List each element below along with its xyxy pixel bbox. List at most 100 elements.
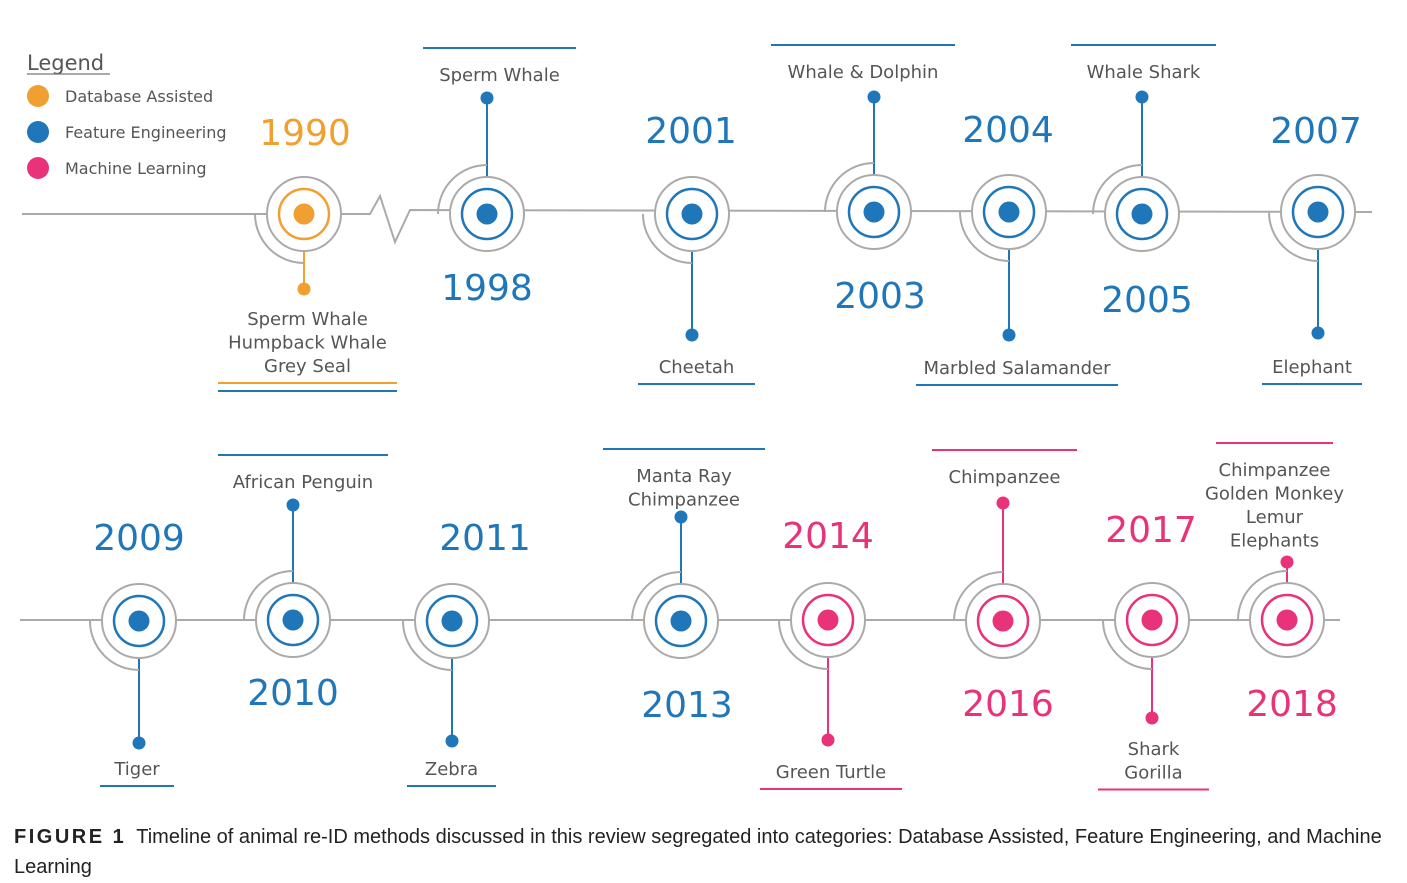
event-outer-arc bbox=[89, 620, 140, 671]
event-outer-arc bbox=[631, 571, 682, 622]
legend-item-label: Feature Engineering bbox=[65, 123, 227, 142]
event-outer-arc bbox=[1268, 211, 1319, 262]
event-animal-label: Cheetah bbox=[659, 357, 735, 378]
event-2013: 2013 Manta Ray Chimpanzee bbox=[603, 448, 765, 726]
event-2001: 2001 Cheetah bbox=[638, 111, 755, 385]
event-animal-label: Tiger bbox=[113, 759, 160, 780]
event-stem-dot bbox=[996, 496, 1010, 510]
event-animal-label: Whale Shark bbox=[1087, 62, 1201, 83]
legend-item-label: Machine Learning bbox=[65, 159, 207, 178]
event-animal-label: Sperm Whale bbox=[247, 309, 368, 330]
event-stem-dot bbox=[1135, 90, 1149, 104]
event-stem-dot bbox=[1145, 711, 1159, 725]
figure-caption-text: Timeline of animal re-ID methods discuss… bbox=[14, 826, 1382, 878]
legend-swatch bbox=[27, 121, 49, 143]
event-year: 2001 bbox=[645, 111, 737, 152]
event-2009: 2009 Tiger bbox=[89, 518, 185, 787]
event-animal-label: Chimpanzee bbox=[628, 490, 740, 511]
event-stem-dot bbox=[821, 733, 835, 747]
event-outer-arc bbox=[642, 213, 693, 264]
timeline-diagram: Legend Database Assisted Feature Engineeri… bbox=[20, 44, 1373, 791]
event-outer-arc bbox=[1237, 570, 1288, 621]
event-node-dot bbox=[998, 201, 1020, 223]
event-stem-dot bbox=[286, 498, 300, 512]
event-outer-arc bbox=[254, 213, 305, 264]
event-node-dot bbox=[1307, 201, 1329, 223]
event-1998: 1998 Sperm Whale bbox=[423, 47, 576, 309]
event-outer-arc bbox=[778, 619, 829, 670]
event-year: 2005 bbox=[1101, 280, 1193, 321]
event-node-dot bbox=[681, 203, 703, 225]
event-outer-arc bbox=[243, 570, 294, 621]
event-node-dot bbox=[1276, 609, 1298, 631]
event-animal-label: Gorilla bbox=[1124, 763, 1182, 784]
event-outer-arc bbox=[1092, 164, 1143, 215]
event-animal-label: Elephants bbox=[1230, 531, 1319, 552]
event-node-dot bbox=[293, 203, 315, 225]
event-year: 2013 bbox=[641, 685, 733, 726]
event-animal-label: Sperm Whale bbox=[439, 65, 560, 86]
event-outer-arc bbox=[953, 571, 1004, 622]
event-animal-label: Shark bbox=[1128, 739, 1180, 760]
event-node-dot bbox=[282, 609, 304, 631]
event-2014: 2014 Green Turtle bbox=[760, 516, 902, 790]
event-year: 2004 bbox=[962, 110, 1054, 151]
event-node-dot bbox=[476, 203, 498, 225]
event-node-dot bbox=[1131, 203, 1153, 225]
event-year: 2010 bbox=[247, 673, 339, 714]
event-year: 2014 bbox=[782, 516, 874, 557]
event-year: 1990 bbox=[259, 113, 351, 154]
event-year: 2017 bbox=[1105, 510, 1197, 551]
event-stem-dot bbox=[445, 734, 459, 748]
event-animal-label: Whale & Dolphin bbox=[788, 62, 939, 83]
event-2004: 2004 Marbled Salamander bbox=[916, 110, 1118, 386]
event-node-dot bbox=[817, 609, 839, 631]
event-node-dot bbox=[670, 610, 692, 632]
legend-title: Legend bbox=[27, 51, 104, 75]
event-outer-arc bbox=[824, 162, 875, 213]
event-stem-dot bbox=[132, 736, 146, 750]
event-stem-dot bbox=[674, 510, 688, 524]
event-animal-label: Lemur bbox=[1246, 507, 1304, 528]
event-animal-label: Chimpanzee bbox=[949, 467, 1061, 488]
event-stem-dot bbox=[1002, 328, 1016, 342]
event-animal-label: African Penguin bbox=[233, 472, 373, 493]
event-2011: 2011 Zebra bbox=[402, 518, 531, 787]
event-2010: 2010 African Penguin bbox=[218, 454, 388, 714]
event-animal-label: Elephant bbox=[1272, 357, 1352, 378]
event-node-dot bbox=[1141, 609, 1163, 631]
event-2016: 2016 Chimpanzee bbox=[932, 449, 1077, 725]
event-stem-dot bbox=[480, 91, 494, 105]
event-year: 2009 bbox=[93, 518, 185, 559]
event-year: 2011 bbox=[439, 518, 531, 559]
figure-caption: FIGURE 1 Timeline of animal re-ID methods… bbox=[14, 822, 1394, 882]
event-outer-arc bbox=[402, 620, 453, 671]
event-animal-label: Golden Monkey bbox=[1205, 484, 1344, 505]
event-stem-dot bbox=[1311, 326, 1325, 340]
event-year: 2003 bbox=[834, 276, 926, 317]
legend-item-label: Database Assisted bbox=[65, 87, 213, 106]
event-animal-label: Green Turtle bbox=[776, 762, 886, 783]
legend-swatch bbox=[27, 157, 49, 179]
event-animal-label: Chimpanzee bbox=[1219, 460, 1331, 481]
event-2005: 2005 Whale Shark bbox=[1071, 44, 1216, 321]
event-stem-dot bbox=[297, 282, 311, 296]
event-year: 2007 bbox=[1270, 111, 1362, 152]
event-animal-label: Marbled Salamander bbox=[924, 358, 1112, 379]
event-stem-dot bbox=[867, 90, 881, 104]
event-stem-dot bbox=[685, 328, 699, 342]
event-2007: 2007 Elephant bbox=[1262, 111, 1362, 385]
event-animal-label: Zebra bbox=[425, 759, 478, 780]
event-animal-label: Humpback Whale bbox=[228, 333, 387, 354]
legend: Legend Database Assisted Feature Engineeri… bbox=[27, 51, 227, 179]
event-2017: 2017 Shark Gorilla bbox=[1098, 510, 1209, 791]
event-year: 2018 bbox=[1246, 684, 1338, 725]
event-node-dot bbox=[992, 610, 1014, 632]
event-animal-label: Grey Seal bbox=[264, 356, 351, 377]
event-node-dot bbox=[128, 610, 150, 632]
event-outer-arc bbox=[959, 211, 1010, 262]
event-outer-arc bbox=[1102, 619, 1153, 670]
